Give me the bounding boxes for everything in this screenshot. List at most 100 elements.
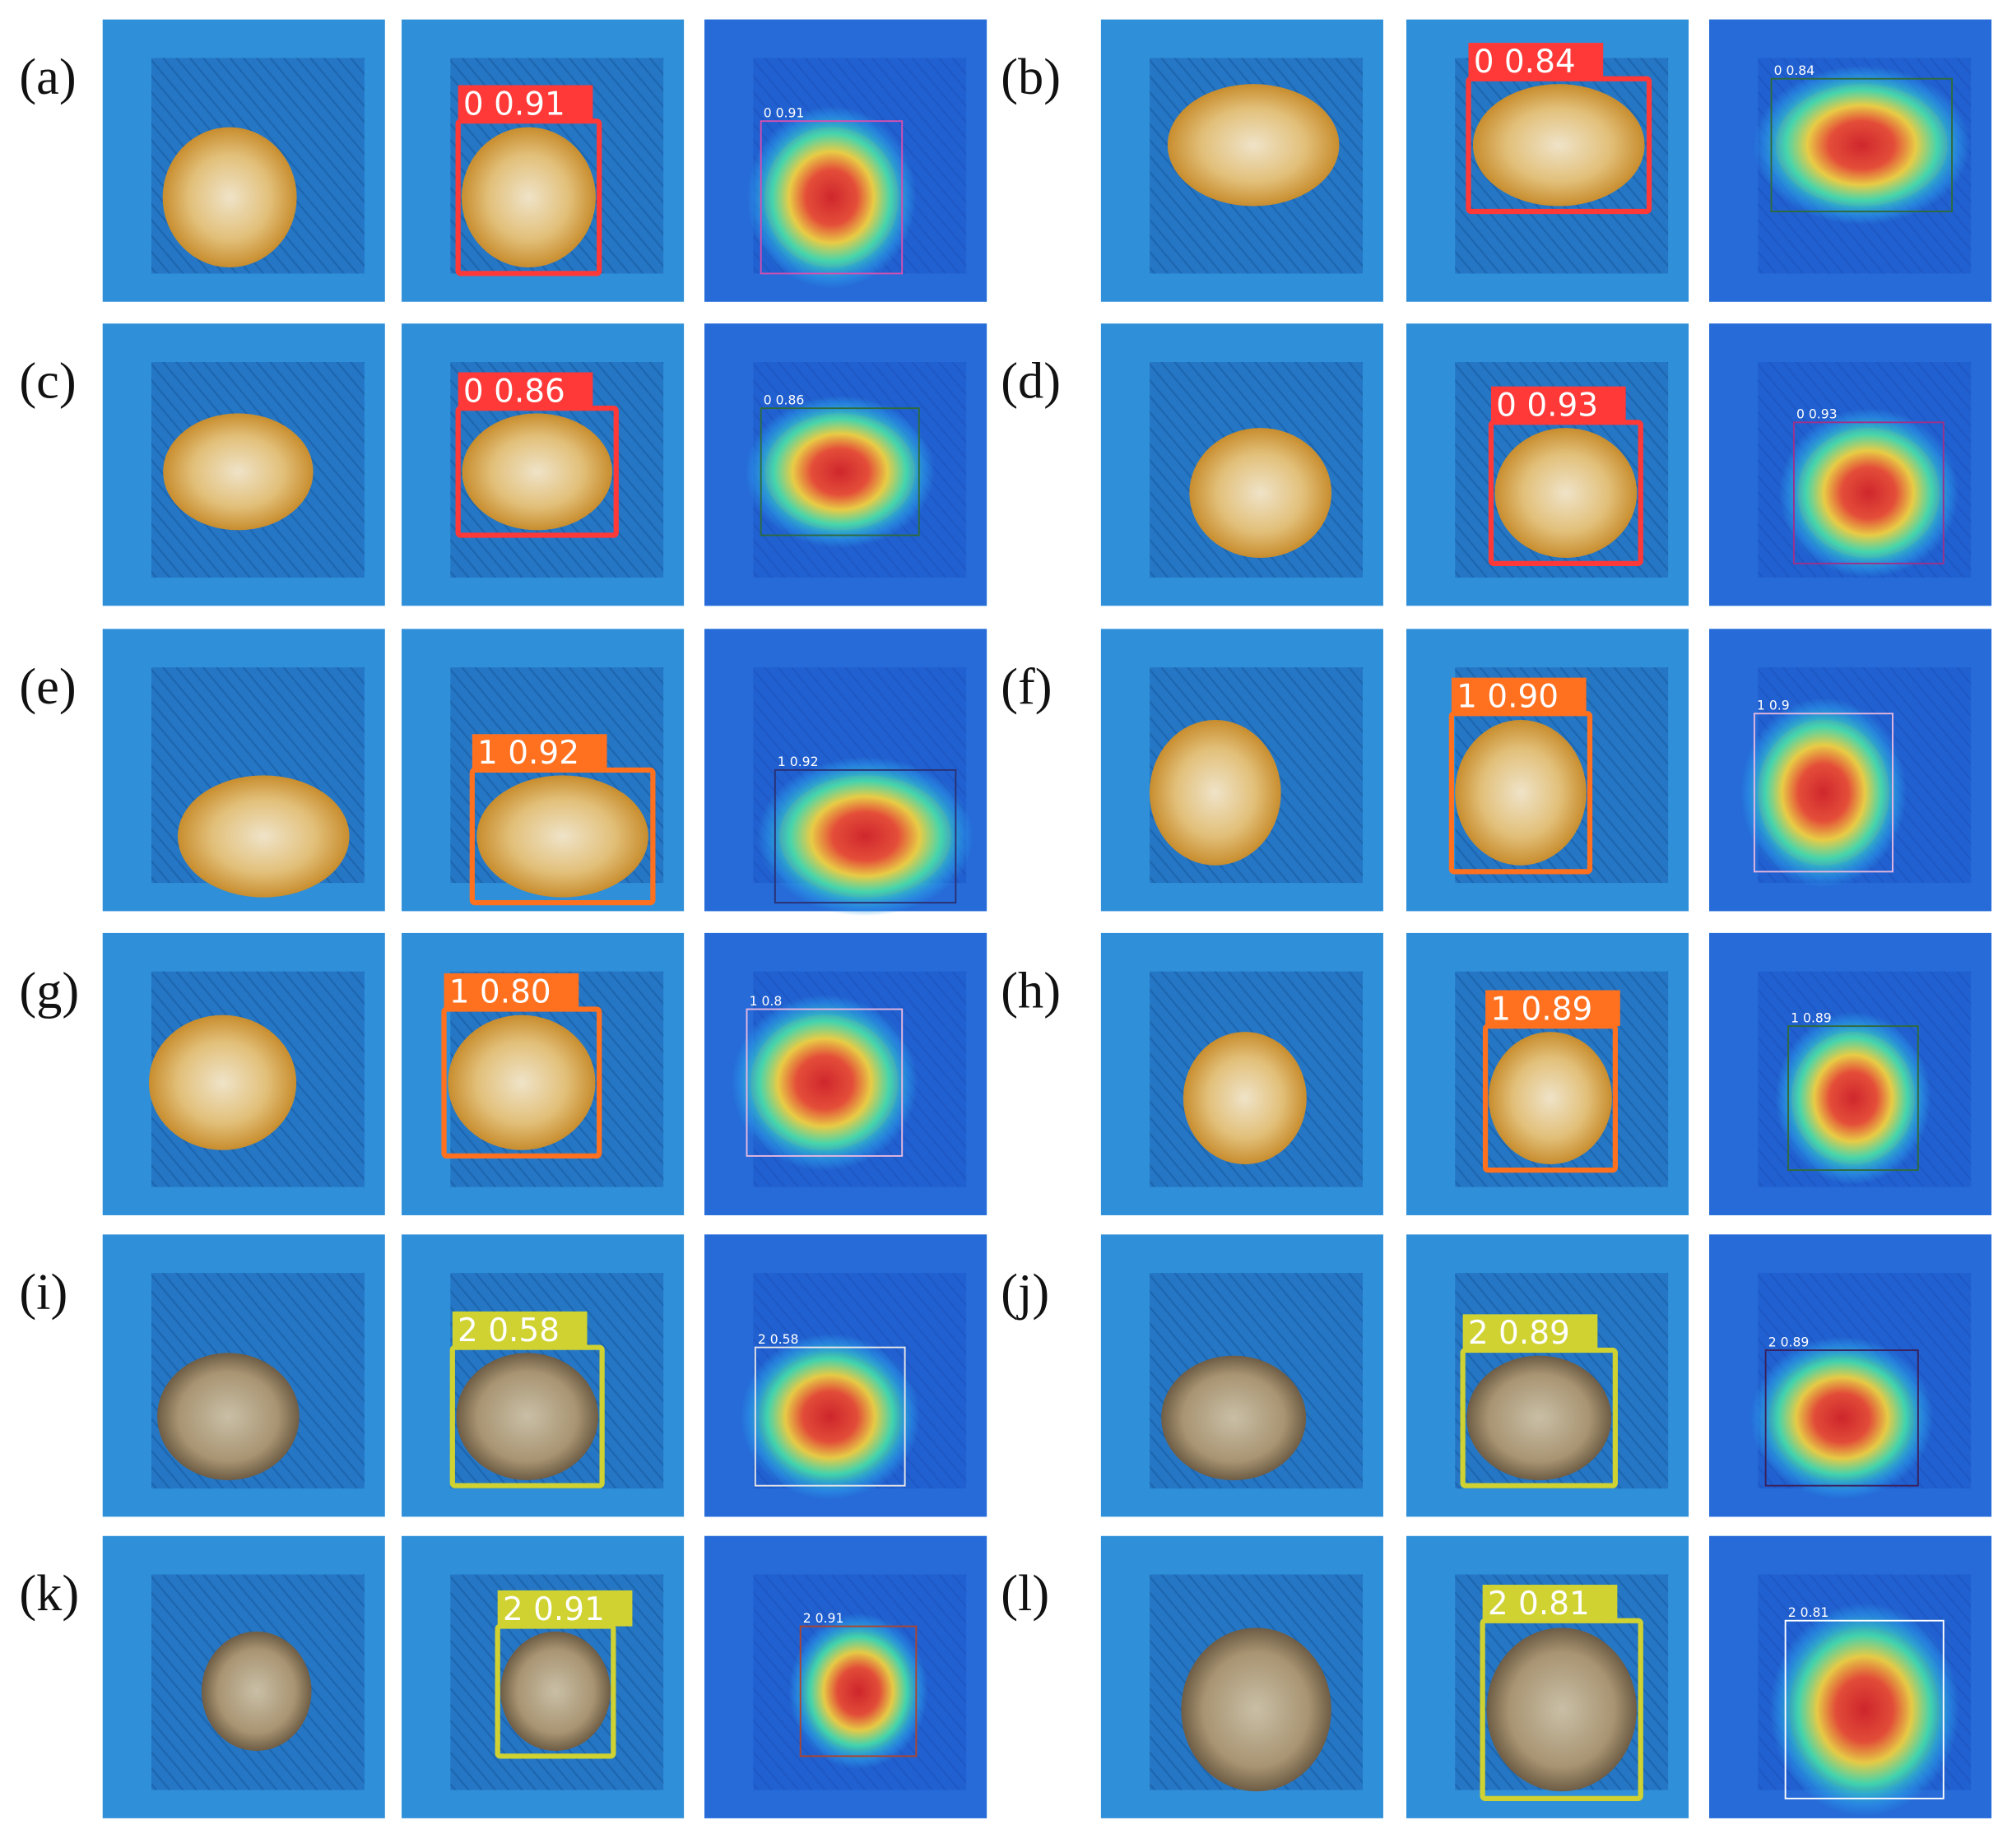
detection-tag [1482, 1585, 1618, 1621]
heatmap-label: 1 0.89 [1791, 1010, 1832, 1025]
detection-tag [497, 1590, 633, 1627]
corn-kernel [148, 1015, 297, 1150]
heatmap-hotspot [740, 1333, 920, 1500]
image-tile: 0 0.86 [704, 323, 987, 606]
corn-kernel [163, 413, 314, 531]
heatmap-label: 1 0.9 [1757, 699, 1790, 713]
heatmap-box [799, 1625, 918, 1757]
corn-kernel [1472, 84, 1645, 207]
image-tile [1100, 1234, 1383, 1517]
detection-label: 1 0.92 [477, 735, 579, 772]
corn-kernel [1494, 428, 1638, 558]
corn-kernel [448, 1015, 596, 1150]
image-tile: 1 0.89 [1406, 932, 1689, 1215]
heatmap-box [1792, 421, 1945, 564]
image-tile: 1 0.8 [704, 932, 987, 1215]
heatmap-label: 2 0.91 [803, 1611, 844, 1626]
corn-kernel [1455, 719, 1587, 866]
heatmap-label: 2 0.81 [1788, 1605, 1829, 1620]
image-tile: 0 0.84 [1406, 19, 1689, 302]
panel-label: (e) [19, 658, 76, 715]
image-tile: 2 0.58 [402, 1234, 685, 1517]
heatmap-box [1764, 1349, 1919, 1487]
corn-kernel [1183, 1032, 1307, 1165]
image-tile: 0 0.91 [402, 19, 685, 302]
corn-kernel [201, 1631, 312, 1752]
detection-box [1482, 1024, 1618, 1173]
heatmap-label: 1 0.92 [778, 755, 819, 769]
detection-label: 0 0.93 [1496, 388, 1598, 425]
heatmap-box [754, 1346, 906, 1487]
image-tile: 0 0.84 [1709, 19, 1992, 302]
image-tile: 1 0.80 [402, 932, 685, 1215]
detection-label: 0 0.86 [463, 373, 565, 410]
detection-tag [1490, 386, 1626, 423]
corn-kernel [1486, 1627, 1637, 1792]
image-tile: 1 0.92 [402, 629, 685, 912]
detection-label: 0 0.84 [1474, 44, 1576, 81]
image-tile [102, 323, 385, 606]
heatmap-label: 0 0.84 [1774, 63, 1815, 78]
image-tile [1100, 1535, 1383, 1818]
corn-kernel [500, 1631, 611, 1752]
heatmap-label: 0 0.91 [764, 106, 805, 121]
heatmap-hotspot [1750, 1336, 1934, 1500]
image-tile: 2 0.81 [1709, 1535, 1992, 1818]
heatmap-hotspot [1740, 698, 1907, 888]
heatmap-hotspot [756, 756, 974, 917]
heatmap-hotspot [746, 105, 917, 289]
corn-kernel [177, 775, 350, 898]
image-tile: 0 0.93 [1406, 323, 1689, 606]
panel-label: (a) [19, 49, 76, 105]
detection-tag [1451, 677, 1587, 714]
image-tile [102, 1234, 385, 1517]
corn-kernel [1161, 1355, 1307, 1481]
panel-label: (h) [1001, 962, 1061, 1019]
image-tile [1100, 19, 1383, 302]
detection-label: 2 0.58 [458, 1312, 560, 1349]
corn-kernel [1466, 1355, 1612, 1481]
heatmap-box [1787, 1025, 1919, 1172]
image-tile: 0 0.91 [704, 19, 987, 302]
image-tile: 2 0.89 [1709, 1234, 1992, 1517]
panel-label: (k) [19, 1565, 79, 1622]
detection-tag [1485, 990, 1620, 1027]
detection-tag [1462, 1314, 1598, 1351]
image-tile [102, 629, 385, 912]
detection-label: 1 0.80 [449, 974, 551, 1011]
detection-tag [452, 1311, 588, 1348]
heatmap-hotspot [1775, 1011, 1931, 1185]
detection-tag [444, 973, 579, 1010]
image-tile: 2 0.89 [1406, 1234, 1689, 1517]
corn-kernel [456, 1353, 599, 1480]
heatmap-box [760, 120, 904, 275]
panel-label: (f) [1001, 658, 1052, 715]
panel-label: (j) [1001, 1264, 1049, 1321]
panel-label: (c) [19, 353, 76, 410]
heatmap-hotspot [788, 1613, 928, 1770]
detection-label: 0 0.91 [463, 86, 565, 123]
detection-label: 2 0.89 [1468, 1315, 1570, 1352]
heatmap-label: 2 0.89 [1768, 1335, 1810, 1349]
corn-kernel [462, 413, 612, 531]
image-tile: 2 0.91 [704, 1535, 987, 1818]
detection-tag [458, 85, 593, 122]
heatmap-hotspot [1778, 408, 1959, 578]
heatmap-box [1784, 1619, 1945, 1799]
image-tile: 0 0.93 [1709, 323, 1992, 606]
detection-tag [1468, 43, 1604, 79]
detection-label: 2 0.91 [503, 1591, 605, 1628]
heatmap-label: 2 0.58 [758, 1332, 799, 1347]
panel-label: (g) [19, 962, 79, 1019]
image-tile: 2 0.81 [1406, 1535, 1689, 1818]
corn-kernel [476, 775, 648, 898]
panel-label: (d) [1001, 353, 1061, 410]
heatmap-box [746, 1008, 904, 1157]
heatmap-hotspot [1769, 1603, 1959, 1817]
image-tile: 1 0.9 [1709, 629, 1992, 912]
corn-kernel [1489, 1032, 1612, 1165]
panel-label: (l) [1001, 1565, 1049, 1622]
image-tile [1100, 629, 1383, 912]
panel-label: (i) [19, 1264, 67, 1321]
image-tile [102, 932, 385, 1215]
